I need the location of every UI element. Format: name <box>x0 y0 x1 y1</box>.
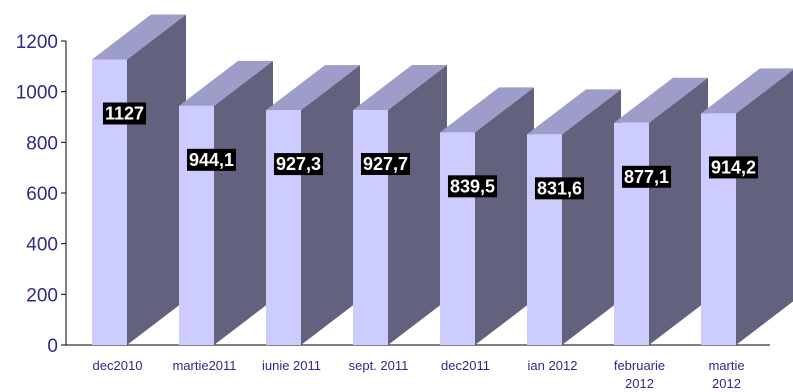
bar <box>266 65 360 346</box>
x-category-label-line: ian 2012 <box>528 358 578 373</box>
x-category-label-line: 2012 <box>625 376 654 391</box>
bar-front <box>179 105 214 345</box>
data-label: 944,1 <box>186 148 237 171</box>
data-label: 831,6 <box>534 177 585 200</box>
y-tick-label: 400 <box>26 235 58 256</box>
data-labels: 1127 944,1 927,3 927,7 839,5 831,6 877,1 914,2 <box>102 102 759 200</box>
x-category-label-line: martie <box>708 358 744 373</box>
data-label-box <box>534 177 585 200</box>
data-label: 877,1 <box>621 165 672 188</box>
y-tick-label: 1000 <box>16 83 58 104</box>
x-category-label: martie 2012 <box>708 358 744 391</box>
bar-side <box>649 77 708 345</box>
bar <box>527 89 621 345</box>
bar-front <box>92 59 127 345</box>
bar <box>179 60 273 345</box>
data-label-text: 877,1 <box>624 167 669 187</box>
x-category-label: dec2010 <box>93 358 143 373</box>
bars <box>92 14 793 346</box>
data-label-box <box>360 152 411 175</box>
bar-top <box>92 14 186 60</box>
bar-top <box>353 64 447 110</box>
bar-side <box>475 87 534 346</box>
y-tick-label: 1200 <box>16 32 58 53</box>
data-label-text: 831,6 <box>537 178 582 198</box>
x-category-label: sept. 2011 <box>349 358 409 373</box>
bar <box>92 14 186 345</box>
x-category-label: iunie 2011 <box>262 358 321 373</box>
data-label-box <box>447 175 498 198</box>
data-label: 914,2 <box>708 156 759 179</box>
bar-front <box>614 122 649 345</box>
bar-side <box>562 89 621 345</box>
x-category-label-line: sept. 2011 <box>349 358 409 373</box>
bar-front <box>527 134 562 345</box>
bar-top <box>614 77 708 123</box>
y-tick-label: 600 <box>26 184 58 205</box>
data-label-text: 839,5 <box>450 176 495 196</box>
x-category-label-line: dec2010 <box>93 358 143 373</box>
bar-side <box>301 65 360 346</box>
bar-side <box>388 64 447 345</box>
data-label-text: 914,2 <box>711 157 756 177</box>
x-category-label-line: iunie 2011 <box>262 358 321 373</box>
data-label-text: 927,7 <box>363 154 408 174</box>
data-label-text: 944,1 <box>189 150 234 170</box>
data-label: 927,7 <box>360 152 411 175</box>
bar-side <box>736 69 793 345</box>
x-category-label-line: martie2011 <box>172 358 236 373</box>
bar-front <box>266 110 301 345</box>
bar-top <box>440 87 534 133</box>
data-label-text: 1127 <box>105 103 144 123</box>
data-label: 839,5 <box>447 175 498 198</box>
data-label-box <box>102 102 147 125</box>
x-category-label-line: februarie <box>614 358 665 373</box>
bar <box>353 64 447 345</box>
bar <box>614 77 708 345</box>
bar-top <box>266 65 360 111</box>
bar-front <box>701 113 736 345</box>
data-label-box <box>621 165 672 188</box>
bar-front <box>353 109 388 345</box>
data-label: 1127 <box>102 102 147 125</box>
bar <box>440 87 534 346</box>
data-label: 927,3 <box>273 153 324 176</box>
x-category-label: februarie 2012 <box>614 358 665 391</box>
y-tick-label: 0 <box>47 336 58 357</box>
bar <box>701 68 793 345</box>
x-category-label-line: 2012 <box>712 376 741 391</box>
data-label-box <box>273 153 324 176</box>
x-axis-categories: dec2010 martie2011 iunie 2011 sept. 2011 dec… <box>93 358 745 391</box>
x-category-label: ian 2012 <box>528 358 578 373</box>
bar-top <box>179 60 273 106</box>
bar-side <box>214 60 273 345</box>
bar-top <box>527 89 621 135</box>
x-category-label-line: dec2011 <box>441 358 490 373</box>
bar-front <box>440 132 475 345</box>
x-category-label: martie2011 <box>172 358 236 373</box>
bar-top <box>701 68 793 114</box>
data-label-text: 927,3 <box>276 154 321 174</box>
y-tick-label: 800 <box>26 133 58 154</box>
data-label-box <box>708 156 759 179</box>
data-label-box <box>186 148 237 171</box>
bar-side <box>127 14 186 345</box>
x-category-label: dec2011 <box>441 358 490 373</box>
y-tick-label: 200 <box>26 285 58 306</box>
y-axis: 0 200 400 600 800 1000 1200 <box>16 32 770 357</box>
